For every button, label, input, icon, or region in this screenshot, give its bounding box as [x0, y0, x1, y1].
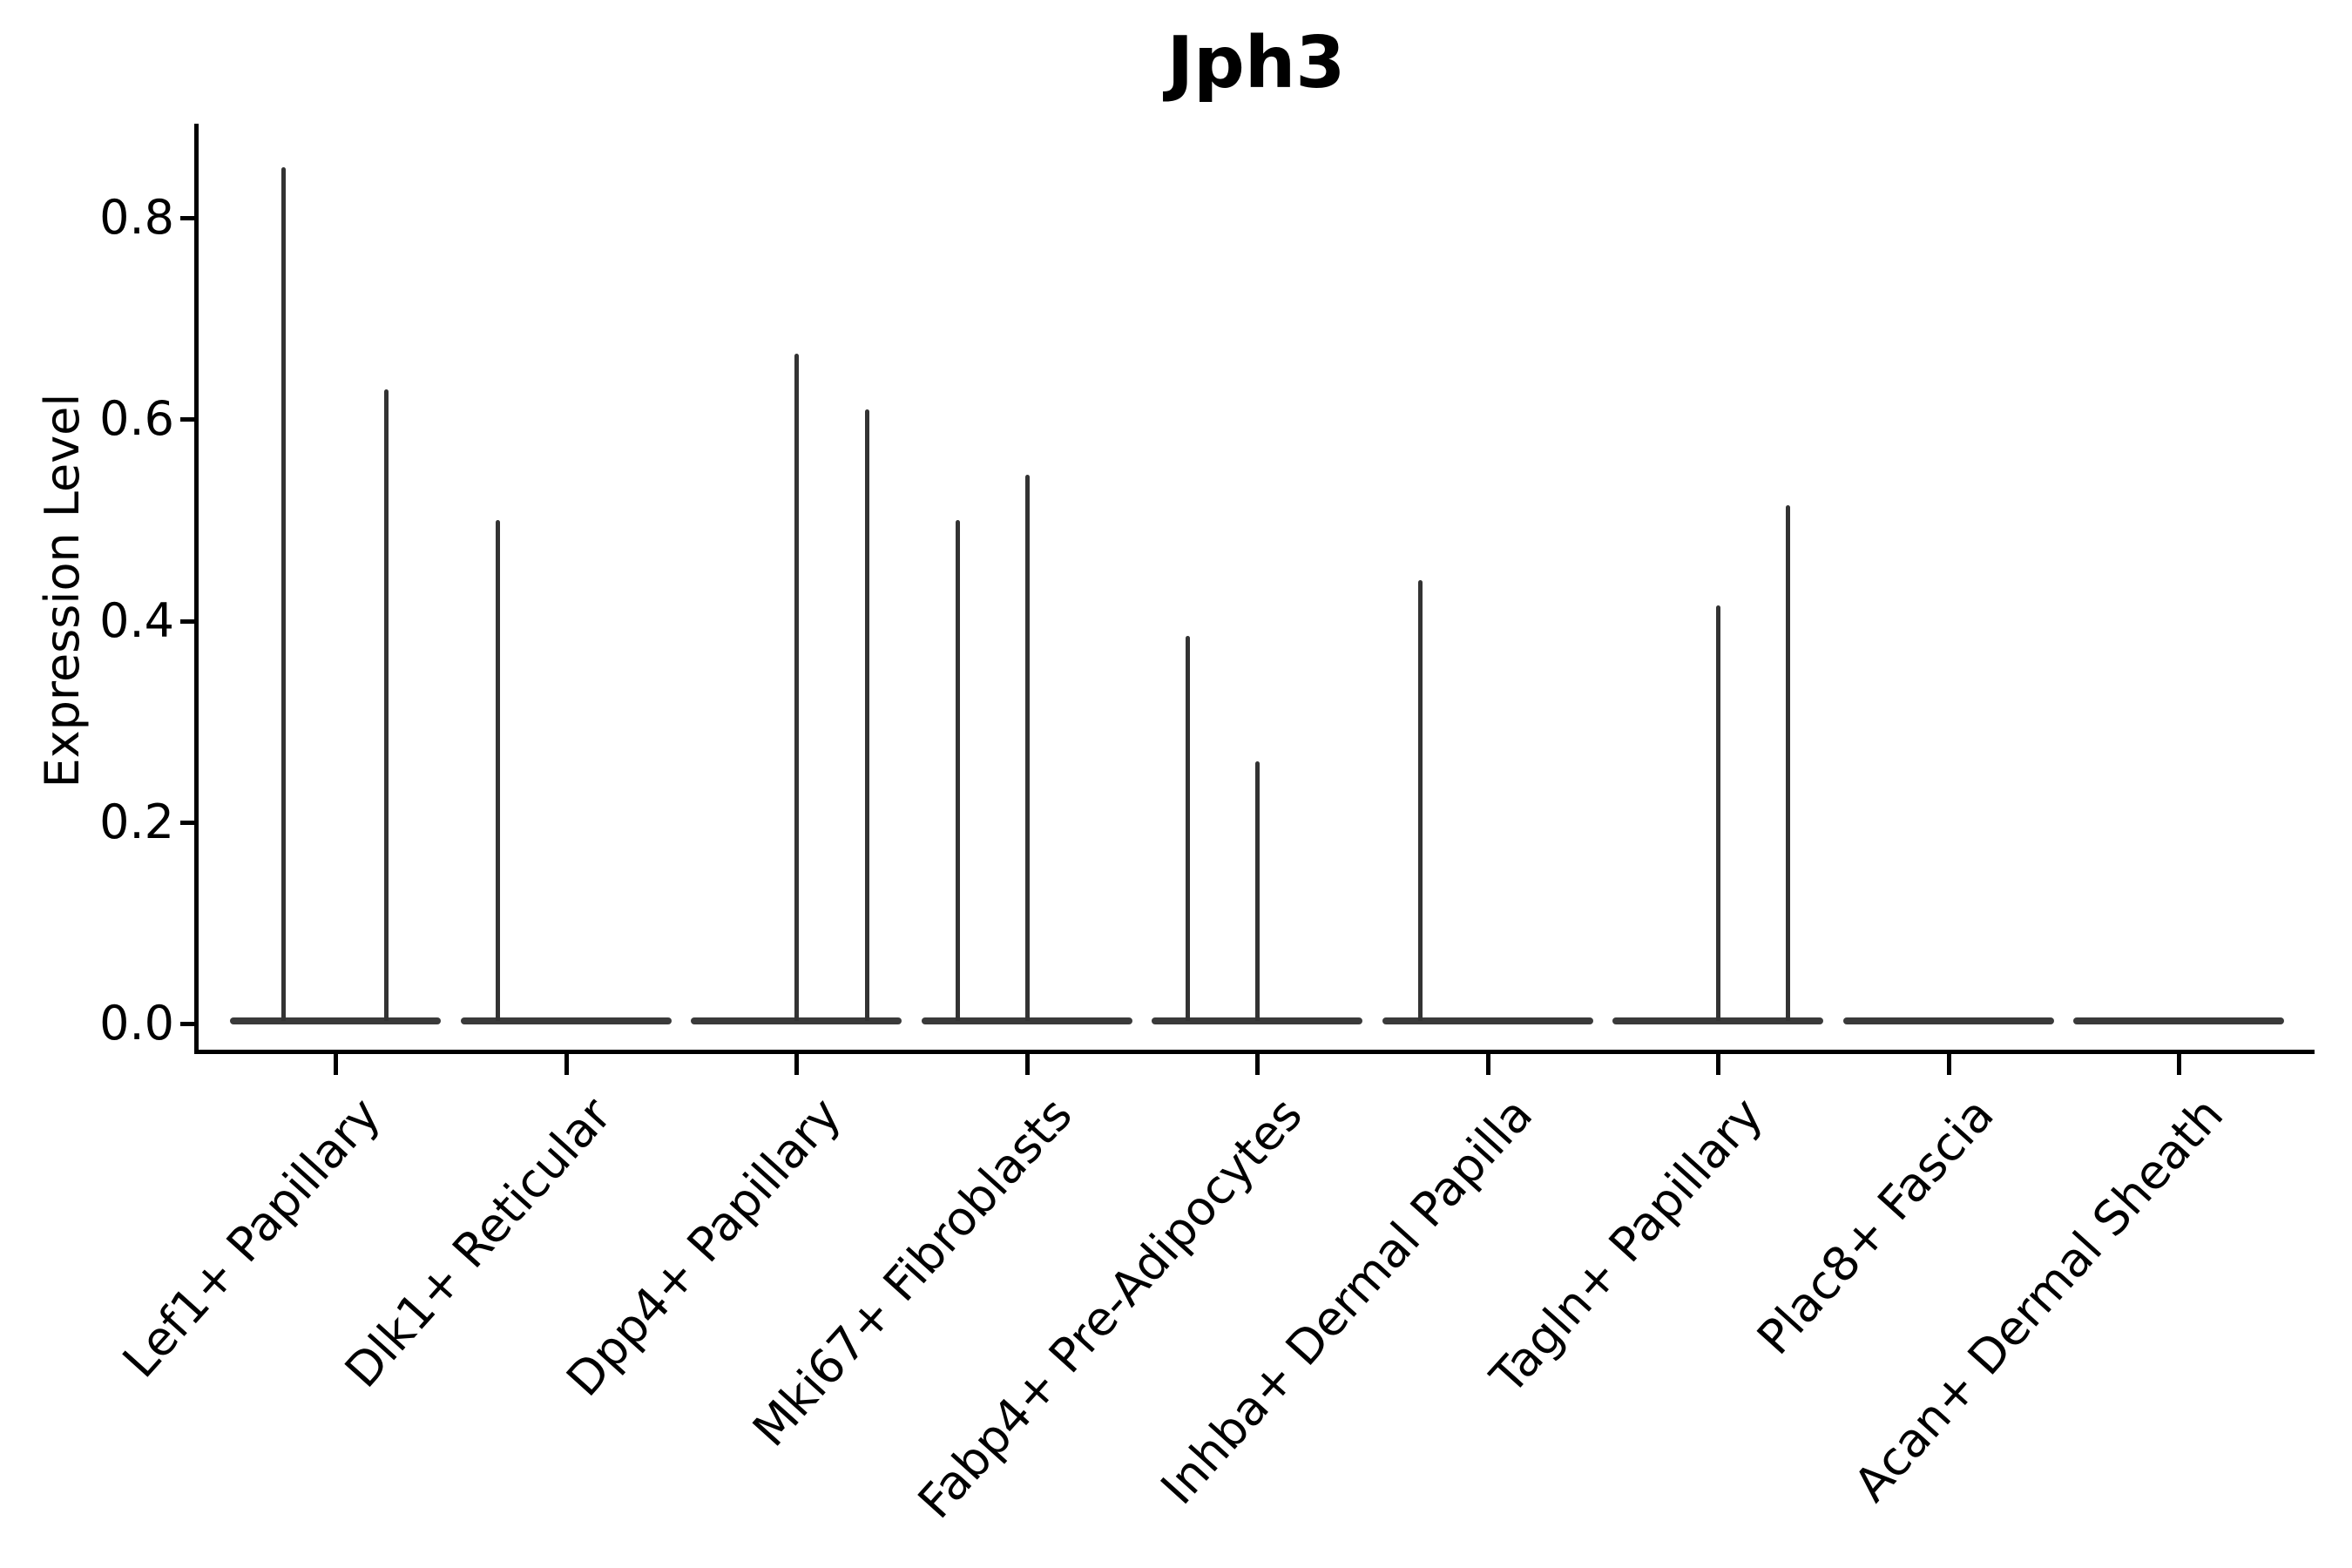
y-tick-label: 0.8	[99, 190, 174, 245]
x-tick-mark	[1486, 1054, 1490, 1075]
y-tick-label: 0.4	[99, 593, 174, 648]
violin-spike	[1186, 636, 1190, 1021]
y-tick-mark	[180, 417, 194, 422]
violin-spike	[1025, 475, 1030, 1021]
violin-base	[691, 1017, 902, 1024]
x-tick-mark	[1255, 1054, 1260, 1075]
violin-base	[461, 1017, 672, 1024]
x-tick-mark	[1716, 1054, 1720, 1075]
violin-spike	[865, 409, 869, 1021]
y-tick-label: 0.0	[99, 996, 174, 1051]
x-tick-mark	[564, 1054, 569, 1075]
violin-base	[1382, 1017, 1593, 1024]
x-tick-label: Inhba+ Dermal Papilla	[1150, 1086, 1544, 1515]
violin-base	[1612, 1017, 1823, 1024]
x-tick-mark	[1025, 1054, 1030, 1075]
violin-spike	[956, 520, 960, 1021]
violin-base	[1843, 1017, 2054, 1024]
y-tick-mark	[180, 216, 194, 220]
y-axis-spine	[194, 124, 199, 1054]
y-tick-label: 0.2	[99, 794, 174, 849]
violin-spike	[281, 167, 286, 1021]
violin-base	[230, 1017, 441, 1024]
y-tick-mark	[180, 619, 194, 624]
violin-spike	[1716, 605, 1720, 1021]
x-axis-spine	[194, 1050, 2315, 1054]
violin-base	[922, 1017, 1132, 1024]
x-tick-mark	[334, 1054, 338, 1075]
violin-base	[1152, 1017, 1362, 1024]
y-tick-mark	[180, 821, 194, 825]
x-tick-label: Fabp4+ Pre-Adipocytes	[907, 1086, 1313, 1529]
violin-spike	[1255, 761, 1260, 1021]
violin-base	[2073, 1017, 2284, 1024]
violin-spike	[794, 354, 799, 1021]
x-tick-mark	[1947, 1054, 1951, 1075]
x-tick-label: Lef1+ Papillary	[112, 1086, 391, 1389]
x-tick-label: Plac8+ Fascia	[1746, 1086, 2004, 1365]
x-tick-mark	[2177, 1054, 2181, 1075]
violin-spike	[1786, 505, 1790, 1021]
violin-spike	[1418, 580, 1423, 1021]
violin-spike	[496, 520, 500, 1021]
x-tick-mark	[794, 1054, 799, 1075]
y-tick-label: 0.6	[99, 391, 174, 446]
violin-spike	[384, 389, 389, 1021]
chart-title: Jph3	[1166, 22, 1346, 105]
y-tick-mark	[180, 1022, 194, 1026]
